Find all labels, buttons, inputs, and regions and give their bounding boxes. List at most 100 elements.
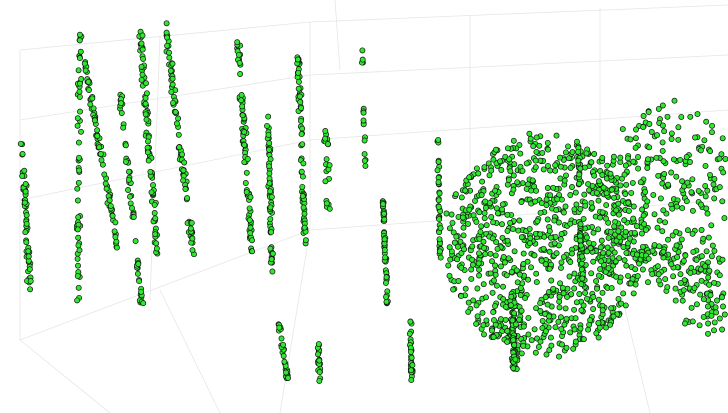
data-point [677, 271, 684, 278]
data-point [17, 140, 24, 147]
data-point [704, 187, 711, 194]
data-point [579, 275, 586, 282]
data-point [238, 92, 245, 98]
data-point [719, 294, 725, 301]
data-point [615, 200, 622, 207]
data-point [243, 189, 250, 196]
data-point [242, 180, 249, 186]
data-point [557, 154, 563, 161]
data-point [560, 209, 567, 216]
data-point [710, 181, 717, 188]
data-point [26, 266, 33, 273]
data-point [659, 147, 666, 154]
data-point [706, 281, 713, 288]
data-point [510, 337, 517, 344]
data-point [382, 279, 389, 286]
data-point [241, 141, 248, 148]
data-point [693, 301, 700, 308]
data-point [152, 231, 159, 238]
data-point [510, 226, 516, 233]
data-point [492, 271, 499, 278]
data-point [450, 229, 457, 236]
grid-line [334, 0, 341, 71]
data-point [655, 271, 662, 278]
data-point [476, 272, 482, 279]
data-point [707, 148, 714, 155]
data-point [469, 256, 476, 263]
data-point [465, 220, 471, 227]
data-point [469, 261, 476, 268]
data-point [617, 154, 624, 161]
data-point [683, 198, 690, 205]
data-point [75, 67, 82, 74]
data-point [473, 320, 480, 327]
data-point [502, 303, 509, 310]
data-point [673, 173, 680, 180]
data-point [436, 248, 443, 255]
data-point [163, 20, 170, 27]
data-point [597, 214, 604, 221]
data-point [481, 245, 487, 251]
data-point [563, 172, 569, 179]
data-point [631, 229, 638, 236]
data-point [296, 93, 303, 100]
data-point [473, 302, 480, 309]
data-point [562, 203, 569, 210]
data-point [586, 239, 593, 246]
data-point [265, 131, 272, 138]
data-point [407, 348, 414, 355]
data-point [518, 307, 525, 314]
data-point [147, 168, 154, 175]
data-point [520, 342, 527, 349]
data-point [689, 176, 696, 183]
data-point [476, 250, 482, 257]
data-point [567, 164, 574, 171]
data-point [295, 78, 302, 85]
data-point [649, 247, 656, 254]
data-point [627, 235, 633, 242]
data-point [268, 256, 275, 263]
data-point [488, 167, 495, 174]
data-point [86, 87, 92, 93]
data-point [516, 316, 523, 323]
data-point [599, 172, 606, 178]
data-point [239, 112, 246, 119]
data-point [510, 172, 517, 179]
data-point [654, 132, 660, 139]
data-point [633, 223, 640, 230]
data-point [499, 234, 506, 241]
data-point [548, 342, 555, 349]
data-point [571, 206, 578, 213]
data-point [640, 113, 647, 119]
data-point [583, 150, 590, 157]
data-point [487, 270, 494, 277]
data-point [106, 197, 113, 204]
data-point [709, 129, 715, 136]
grid-line [149, 35, 161, 301]
data-point [74, 297, 81, 304]
data-point [184, 195, 191, 202]
data-point [22, 188, 29, 195]
data-point [276, 324, 283, 331]
data-point [298, 117, 304, 124]
data-point [75, 262, 81, 269]
data-point [705, 274, 712, 281]
data-point [298, 168, 305, 175]
data-point [543, 202, 550, 208]
data-point [629, 179, 636, 186]
data-point [435, 136, 442, 143]
point-cloud [17, 20, 728, 384]
data-point [688, 189, 695, 196]
data-point [493, 205, 500, 212]
data-point [479, 309, 486, 316]
data-point [122, 142, 129, 149]
data-point [87, 101, 94, 108]
data-point [567, 192, 574, 198]
data-point [76, 55, 83, 62]
data-point [587, 245, 594, 252]
data-point [542, 294, 549, 301]
data-point [380, 201, 386, 208]
data-point [509, 317, 516, 324]
data-point [675, 136, 682, 143]
data-point [630, 203, 637, 210]
